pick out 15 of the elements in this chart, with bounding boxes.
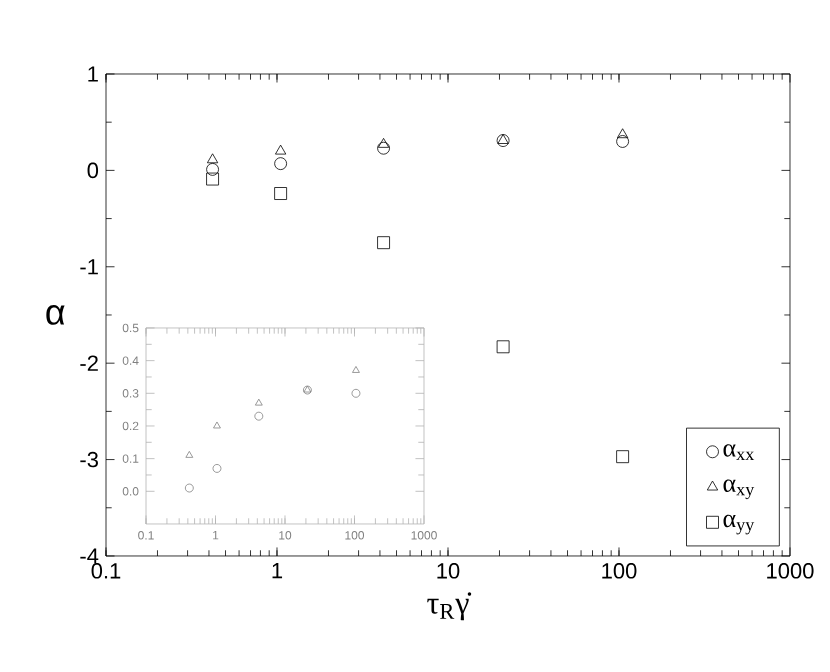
legend-label: α$_{xy}$ [723, 479, 755, 500]
y-tick-label: 1 [88, 66, 98, 82]
y-tick-label: -4 [80, 548, 99, 564]
x-tick-label: 10 [437, 563, 460, 579]
y-tick-label: -2 [80, 355, 98, 371]
x-tick-label: 1 [272, 563, 283, 579]
y-tick-label: -3 [80, 451, 98, 468]
y-axis-title: α [46, 305, 65, 325]
x-axis-title: τ$_{R}$γ̇ [427, 592, 472, 621]
x-tick-label: 100 [602, 563, 637, 579]
y-tick-label: 0 [87, 162, 99, 179]
x-tick-label: 1000 [767, 563, 814, 579]
legend-label: α$_{xx}$ [723, 444, 755, 461]
y-tick-label: -1 [80, 259, 98, 275]
legend-label: α$_{yy}$ [723, 514, 755, 535]
